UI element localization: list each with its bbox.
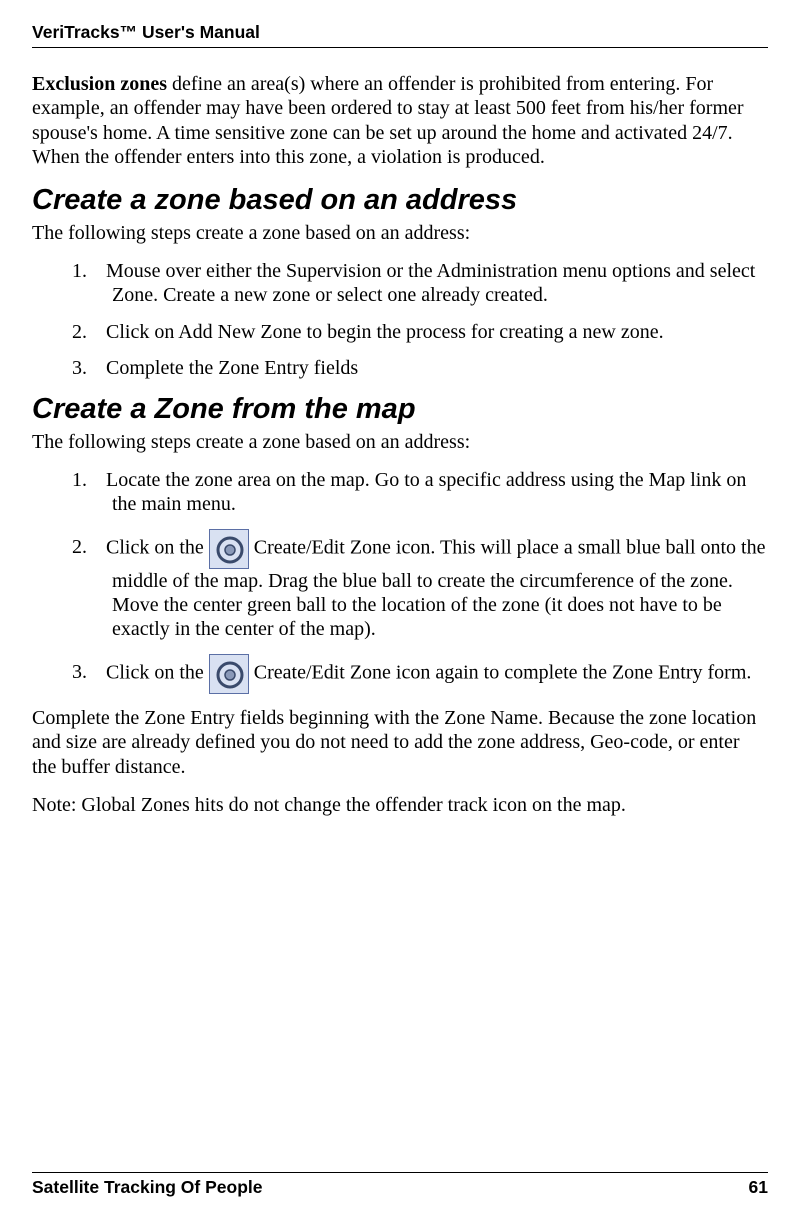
list-item: 2.Click on Add New Zone to begin the pro…	[32, 320, 768, 344]
footer-left: Satellite Tracking Of People	[32, 1177, 263, 1198]
item-post: Create/Edit Zone icon again to complete …	[249, 661, 752, 683]
section2-p2: Note: Global Zones hits do not change th…	[32, 793, 768, 817]
list-item: 2.Click on the Create/Edit Zone icon. Th…	[32, 529, 768, 642]
section2-intro: The following steps create a zone based …	[32, 430, 768, 454]
item-number: 2.	[72, 535, 106, 559]
item-number: 2.	[72, 320, 106, 344]
footer-rule	[32, 1172, 768, 1173]
section1-list: 1.Mouse over either the Supervision or t…	[32, 259, 768, 381]
item-number: 3.	[72, 660, 106, 684]
intro-paragraph: Exclusion zones define an area(s) where …	[32, 72, 768, 170]
item-text: Complete the Zone Entry fields	[106, 357, 358, 379]
item-text: Mouse over either the Supervision or the…	[106, 260, 755, 306]
item-pre: Click on the	[106, 661, 209, 683]
section2-p1: Complete the Zone Entry fields beginning…	[32, 706, 768, 779]
item-number: 3.	[72, 356, 106, 380]
footer-page-number: 61	[749, 1177, 768, 1198]
item-pre: Click on the	[106, 536, 209, 558]
intro-lead: Exclusion zones	[32, 73, 167, 95]
section1-heading: Create a zone based on an address	[32, 184, 768, 217]
header-title: VeriTracks™ User's Manual	[32, 22, 768, 43]
section2-heading: Create a Zone from the map	[32, 393, 768, 426]
create-edit-zone-icon	[209, 654, 249, 694]
list-item: 3.Click on the Create/Edit Zone icon aga…	[32, 654, 768, 694]
list-item: 1.Mouse over either the Supervision or t…	[32, 259, 768, 308]
section1-intro: The following steps create a zone based …	[32, 221, 768, 245]
item-number: 1.	[72, 259, 106, 283]
header-rule	[32, 47, 768, 48]
footer: Satellite Tracking Of People 61	[32, 1172, 768, 1198]
list-item: 3.Complete the Zone Entry fields	[32, 356, 768, 380]
list-item: 1.Locate the zone area on the map. Go to…	[32, 468, 768, 517]
section2-list: 1.Locate the zone area on the map. Go to…	[32, 468, 768, 694]
item-text: Click on Add New Zone to begin the proce…	[106, 321, 664, 343]
item-number: 1.	[72, 468, 106, 492]
item-text: Locate the zone area on the map. Go to a…	[106, 469, 746, 515]
create-edit-zone-icon	[209, 529, 249, 569]
